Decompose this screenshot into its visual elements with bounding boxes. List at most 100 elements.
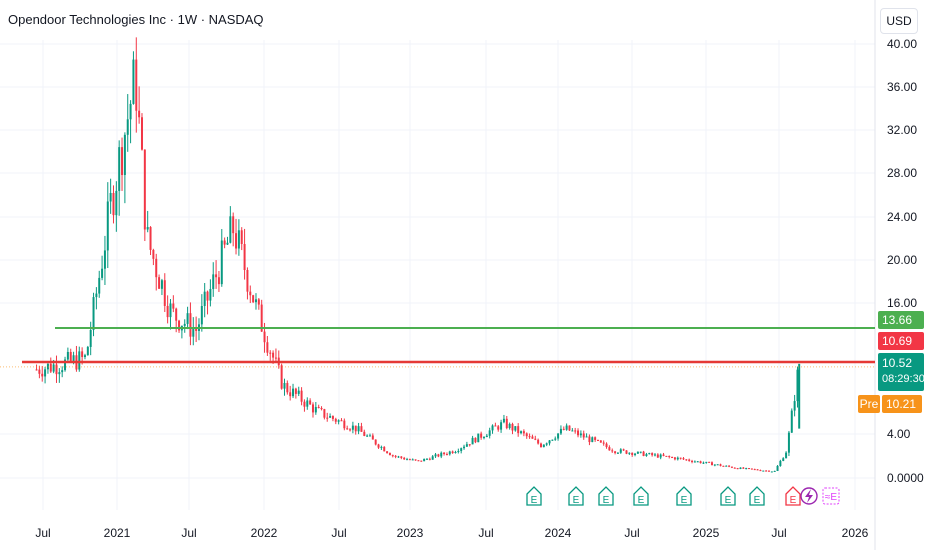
earnings-marker[interactable]: E (526, 486, 542, 506)
candle-body (266, 342, 269, 353)
candle-body (451, 451, 454, 454)
candle-body (748, 468, 751, 470)
candle-body (696, 461, 699, 463)
premarket-label: Pre (858, 395, 880, 413)
candle-body (406, 459, 409, 461)
price-axis[interactable]: 40.00 36.00 32.00 28.00 24.00 20.00 16.00 4.00 0… (887, 37, 924, 485)
earnings-marker[interactable]: E (749, 486, 765, 506)
premarket-price-tag: 10.21 (882, 395, 922, 413)
x-tick-label: Jul (771, 526, 786, 540)
candle-body (725, 465, 728, 467)
candle-body (611, 450, 614, 452)
candle-body (440, 452, 443, 457)
candle-body (423, 458, 426, 462)
candle-body (653, 454, 656, 456)
earnings-badge-shape (526, 486, 542, 506)
candle-body (334, 418, 337, 422)
candle-body (286, 382, 289, 393)
candle-body (155, 258, 158, 278)
earnings-marker-latest[interactable]: E (785, 486, 801, 506)
earnings-marker[interactable]: E (568, 486, 584, 506)
candle-body (240, 230, 243, 244)
candle-body (596, 439, 599, 441)
candle-body (386, 451, 389, 454)
candle-body (81, 351, 84, 357)
candle-body (38, 369, 41, 374)
candle-body (773, 470, 776, 472)
candle-body (582, 433, 585, 438)
candle-body (471, 437, 474, 445)
earnings-badge-shape (598, 486, 614, 506)
candle-body (118, 147, 121, 191)
candle-body (220, 240, 223, 285)
candle-body (380, 446, 383, 448)
x-tick-label: Jul (181, 526, 196, 540)
candle-body (568, 425, 571, 431)
candle-body (351, 425, 354, 430)
candle-body (728, 465, 731, 467)
candle-body (645, 454, 648, 456)
earnings-marker[interactable]: E (676, 486, 692, 506)
candle-body (326, 417, 329, 419)
earnings-badge-shape (785, 486, 801, 506)
candle-body (138, 110, 141, 118)
candle-body (668, 455, 671, 458)
candle-body (605, 443, 608, 448)
candle-body (602, 442, 605, 444)
candle-body (232, 216, 235, 234)
future-earnings-marker[interactable]: ≈E (822, 487, 840, 505)
grid (0, 0, 876, 550)
candle-body (682, 458, 685, 460)
candle-body (166, 305, 169, 318)
candle-body (309, 400, 312, 405)
candle-body (765, 470, 768, 472)
candle-body (195, 327, 198, 331)
future-earnings-label: ≈E (825, 492, 837, 503)
candle-body (793, 401, 796, 411)
candle-body (69, 351, 72, 361)
candle-body (465, 444, 468, 447)
event-markers[interactable]: E E E E E E E E ≈E (526, 486, 840, 506)
candle-body (577, 430, 580, 436)
horizontal-levels[interactable] (0, 327, 875, 368)
candle-body (292, 388, 295, 397)
x-tick-label: 2023 (397, 526, 424, 540)
candle-body (636, 451, 639, 454)
y-tick-label: 32.00 (887, 123, 917, 137)
earnings-marker[interactable]: E (598, 486, 614, 506)
earnings-marker[interactable]: E (633, 486, 649, 506)
candle-body (109, 192, 112, 202)
candle-body (545, 443, 548, 445)
x-tick-label: 2026 (842, 526, 869, 540)
candle-body (78, 351, 81, 370)
x-tick-label: 2022 (251, 526, 278, 540)
candle-body (782, 458, 785, 461)
candle-body (189, 313, 192, 337)
candle-body (588, 436, 591, 443)
candle-body (303, 401, 306, 407)
candle-body (391, 455, 394, 457)
time-axis[interactable]: Jul 2021 Jul 2022 Jul 2023 Jul 2024 Jul 2025 Jul 20… (35, 526, 868, 540)
candle-body (226, 242, 229, 245)
candle-body (688, 459, 691, 461)
candle-body (237, 230, 240, 249)
lightning-icon[interactable] (800, 487, 818, 505)
candle-body (705, 461, 708, 463)
candle-body (468, 444, 471, 446)
earnings-marker[interactable]: E (720, 486, 736, 506)
candle-body (565, 425, 568, 430)
y-tick-label: 20.00 (887, 253, 917, 267)
candle-body (129, 103, 132, 120)
candle-body (346, 428, 349, 430)
earnings-badge-label: E (573, 495, 580, 506)
currency-button[interactable]: USD (880, 8, 918, 34)
candle-body (608, 447, 611, 451)
candle-body (494, 425, 497, 427)
candle-body (505, 418, 508, 429)
candle-body (64, 359, 67, 371)
candle-body (460, 448, 463, 451)
candle-body (762, 470, 765, 472)
candle-body (767, 470, 770, 472)
